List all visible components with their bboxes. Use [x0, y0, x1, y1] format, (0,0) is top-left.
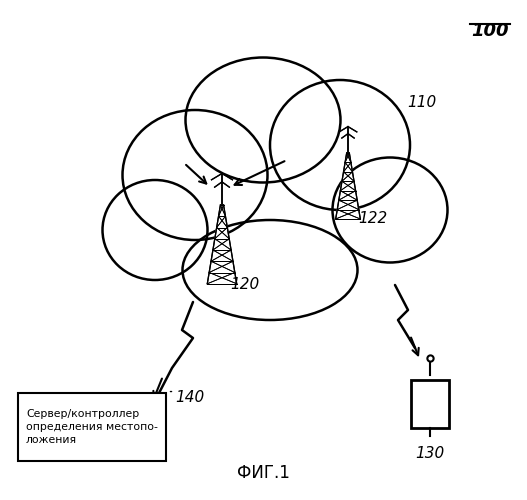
Polygon shape — [336, 153, 360, 219]
Text: 122: 122 — [358, 211, 387, 226]
Text: 110: 110 — [407, 95, 436, 110]
Text: Сервер/контроллер
определения местопо-
ложения: Сервер/контроллер определения местопо- л… — [26, 409, 158, 445]
Text: ФИГ.1: ФИГ.1 — [237, 464, 289, 482]
Ellipse shape — [186, 58, 340, 182]
Polygon shape — [207, 205, 237, 284]
Ellipse shape — [182, 220, 357, 320]
Text: 120: 120 — [230, 277, 259, 292]
FancyBboxPatch shape — [411, 380, 449, 428]
Text: 130: 130 — [415, 446, 445, 461]
Ellipse shape — [122, 110, 268, 240]
Text: 140: 140 — [175, 390, 204, 405]
Ellipse shape — [270, 80, 410, 210]
Text: 100: 100 — [471, 22, 509, 40]
Ellipse shape — [102, 180, 208, 280]
FancyBboxPatch shape — [18, 393, 166, 461]
Ellipse shape — [333, 158, 447, 262]
